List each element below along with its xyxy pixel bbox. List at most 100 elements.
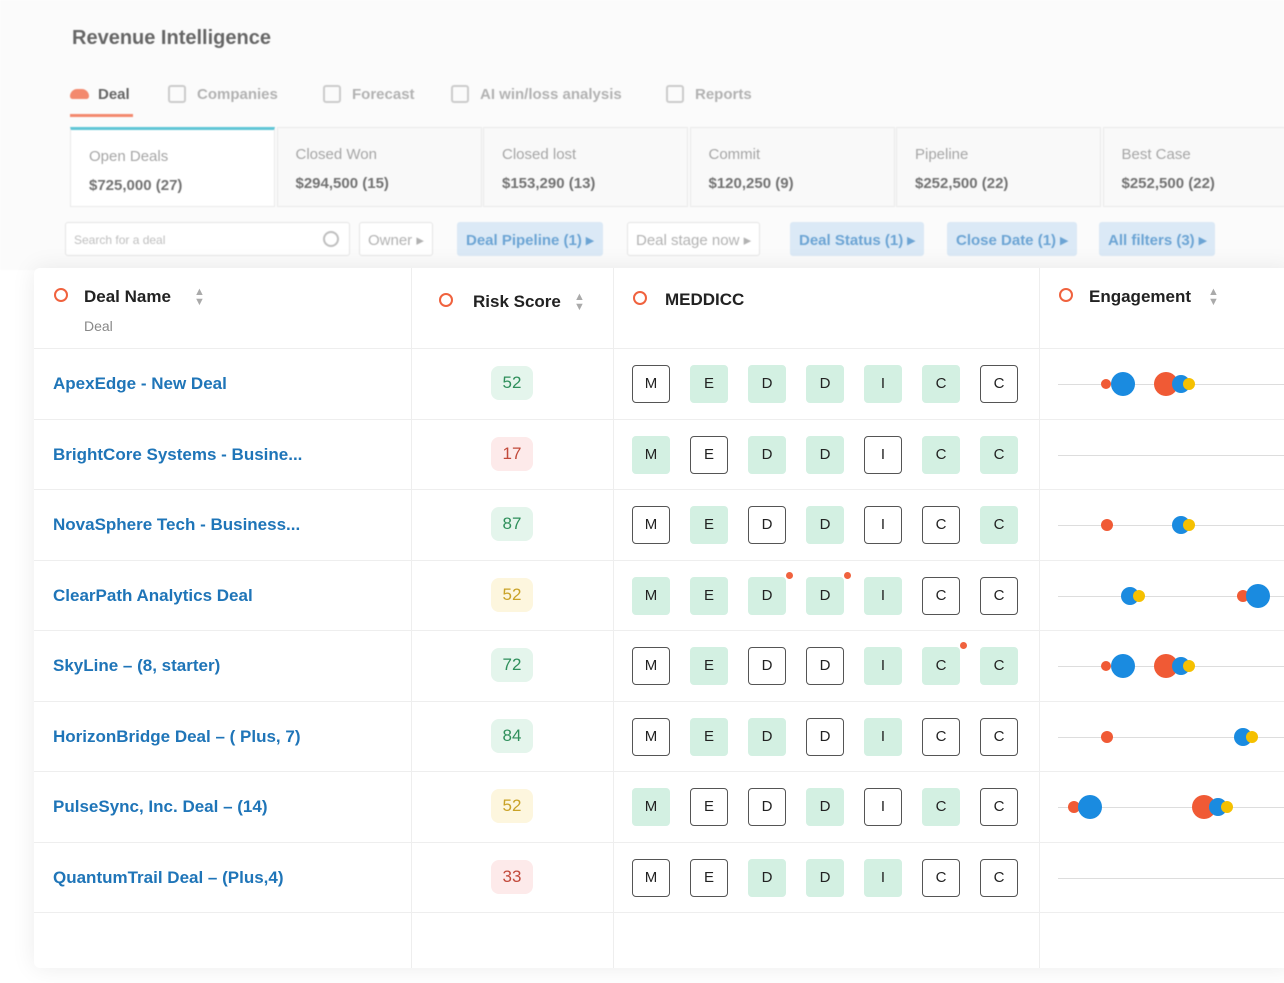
table-row-partial xyxy=(34,912,1284,983)
engagement-dot xyxy=(1246,584,1270,608)
meddicc-cell: D xyxy=(748,788,786,826)
summary-card[interactable]: Best Case$252,500 (22) xyxy=(1103,127,1284,207)
meddicc-cell: C xyxy=(922,788,960,826)
meddicc-cell: C xyxy=(980,436,1018,474)
meddicc-cell: C xyxy=(980,859,1018,897)
deal-name[interactable]: BrightCore Systems - Busine... xyxy=(53,445,302,465)
engagement-dot xyxy=(1101,519,1113,531)
meddicc-cell: I xyxy=(864,788,902,826)
filter-button[interactable]: Owner ▸ xyxy=(359,222,433,256)
card-value: $294,500 (15) xyxy=(296,175,481,192)
meddicc-cell: D xyxy=(806,577,844,615)
card-value: $252,500 (22) xyxy=(915,175,1100,192)
meddicc-cell: D xyxy=(806,788,844,826)
engagement-dot xyxy=(1111,372,1135,396)
meddicc-cell: D xyxy=(748,718,786,756)
engagement-dot xyxy=(1101,731,1113,743)
engagement-dot xyxy=(1101,379,1111,389)
meddicc-cell: I xyxy=(864,718,902,756)
risk-score: 52 xyxy=(491,578,533,612)
tab[interactable]: Companies xyxy=(197,86,278,103)
summary-card[interactable]: Open Deals$725,000 (27) xyxy=(70,127,275,207)
deal-name[interactable]: ClearPath Analytics Deal xyxy=(53,586,253,606)
deal-name[interactable]: PulseSync, Inc. Deal – (14) xyxy=(53,797,267,817)
column-header[interactable]: Engagement xyxy=(1089,287,1191,307)
risk-score: 52 xyxy=(491,366,533,400)
meddicc-cell: D xyxy=(806,718,844,756)
search-box[interactable]: Search for a deal xyxy=(65,222,350,256)
meddicc-cell: C xyxy=(980,647,1018,685)
meddicc-cell: M xyxy=(632,577,670,615)
sort-icon: ▲ ▼ xyxy=(1208,287,1219,307)
column-icon xyxy=(633,291,647,305)
risk-score: 84 xyxy=(491,719,533,753)
tab[interactable]: Deal xyxy=(98,86,130,103)
tab[interactable]: Reports xyxy=(695,86,752,103)
filter-label: All filters (3) xyxy=(1108,232,1195,249)
meddicc-cell: I xyxy=(864,436,902,474)
meddicc-cell: I xyxy=(864,506,902,544)
meddicc-cell: C xyxy=(980,718,1018,756)
risk-score: 17 xyxy=(491,437,533,471)
column-header[interactable]: Deal Name xyxy=(84,287,171,307)
filter-button[interactable]: Close Date (1) ▸ xyxy=(947,222,1077,256)
meddicc-cell: D xyxy=(748,577,786,615)
engagement-line xyxy=(1058,455,1284,456)
summary-card[interactable]: Closed Won$294,500 (15) xyxy=(277,127,482,207)
meddicc-cell: C xyxy=(980,506,1018,544)
summary-card[interactable]: Closed lost$153,290 (13) xyxy=(483,127,688,207)
tab[interactable]: AI win/loss analysis xyxy=(480,86,622,103)
engagement-dot xyxy=(1183,660,1195,672)
meddicc-cell: C xyxy=(922,365,960,403)
meddicc-cell: D xyxy=(806,859,844,897)
summary-card[interactable]: Pipeline$252,500 (22) xyxy=(896,127,1101,207)
meddicc-flag xyxy=(786,572,793,579)
engagement-dot xyxy=(1111,654,1135,678)
meddicc-cell: I xyxy=(864,647,902,685)
meddicc-cell: E xyxy=(690,577,728,615)
column-icon xyxy=(54,288,68,302)
risk-score: 87 xyxy=(491,507,533,541)
meddicc-cell: M xyxy=(632,788,670,826)
meddicc-cell: E xyxy=(690,788,728,826)
deal-name[interactable]: SkyLine – (8, starter) xyxy=(53,656,220,676)
meddicc-cell: M xyxy=(632,718,670,756)
filter-label: Deal stage now xyxy=(636,232,739,249)
meddicc-cell: C xyxy=(922,506,960,544)
column-icon xyxy=(439,293,453,307)
meddicc-cell: E xyxy=(690,436,728,474)
page-title: Revenue Intelligence xyxy=(72,27,271,50)
deal-name[interactable]: HorizonBridge Deal – ( Plus, 7) xyxy=(53,727,301,747)
meddicc-flag xyxy=(844,572,851,579)
deal-name[interactable]: QuantumTrail Deal – (Plus,4) xyxy=(53,868,284,888)
filter-button[interactable]: All filters (3) ▸ xyxy=(1099,222,1215,256)
search-icon xyxy=(323,231,339,247)
filter-label: Owner xyxy=(368,232,412,249)
filter-button[interactable]: Deal Pipeline (1) ▸ xyxy=(457,222,603,256)
meddicc-cell: I xyxy=(864,577,902,615)
meddicc-cell: M xyxy=(632,647,670,685)
engagement-dot xyxy=(1183,519,1195,531)
filter-button[interactable]: Deal Status (1) ▸ xyxy=(790,222,924,256)
engagement-line xyxy=(1058,525,1284,526)
meddicc-cell: D xyxy=(748,647,786,685)
risk-score: 33 xyxy=(491,860,533,894)
engagement-dot xyxy=(1133,590,1145,602)
deal-name[interactable]: ApexEdge - New Deal xyxy=(53,374,227,394)
summary-card[interactable]: Commit$120,250 (9) xyxy=(690,127,895,207)
meddicc-cell: C xyxy=(980,577,1018,615)
deal-name[interactable]: NovaSphere Tech - Business... xyxy=(53,515,300,535)
filter-label: Close Date (1) xyxy=(956,232,1056,249)
filter-button[interactable]: Deal stage now ▸ xyxy=(627,222,760,256)
column-header[interactable]: MEDDICC xyxy=(665,290,744,310)
tab[interactable]: Forecast xyxy=(352,86,415,103)
meddicc-cell: E xyxy=(690,647,728,685)
column-header[interactable]: Risk Score xyxy=(473,292,561,312)
